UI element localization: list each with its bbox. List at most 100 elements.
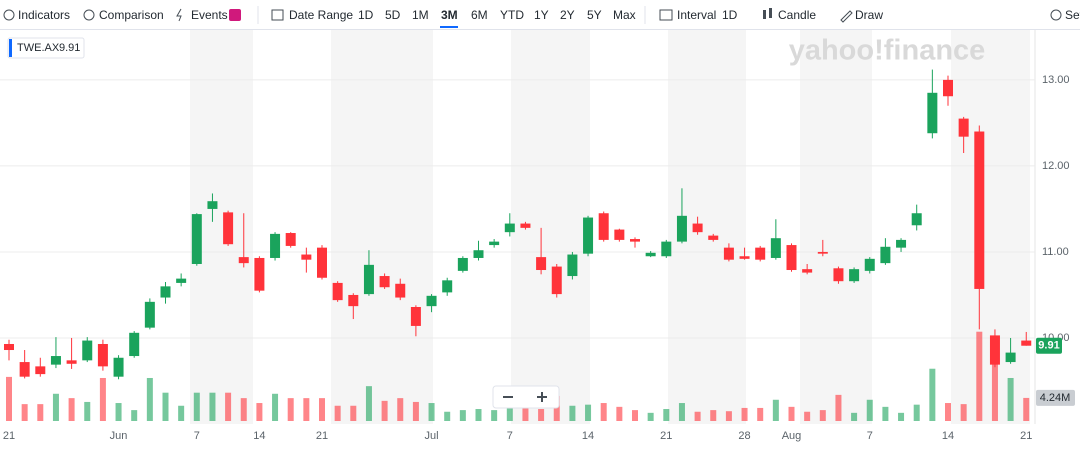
- volume-bar: [21, 404, 28, 421]
- volume-bar: [976, 331, 983, 421]
- volume-bar: [945, 403, 951, 421]
- legend-box: [7, 37, 85, 59]
- volume-bar: [459, 410, 466, 421]
- price-tag-label: 9.91: [1038, 340, 1059, 352]
- candle-body: [583, 217, 594, 254]
- candle-body: [958, 118, 969, 137]
- volume-bar: [397, 398, 404, 421]
- settings[interactable]: Settings: [1065, 8, 1080, 22]
- candle-body: [536, 257, 547, 271]
- candle-body: [473, 250, 484, 258]
- volume-bar: [209, 392, 216, 421]
- candle-body: [317, 247, 327, 278]
- candle-body: [410, 307, 421, 326]
- volume-bar: [835, 394, 842, 421]
- candle-body: [19, 362, 30, 377]
- volume-bar: [115, 403, 122, 421]
- volume-bar: [68, 398, 75, 421]
- tool[interactable]: Events: [191, 8, 228, 22]
- volume-bar: [929, 368, 936, 421]
- candle-body: [849, 269, 860, 282]
- candle-body: [676, 215, 687, 242]
- draw[interactable]: Draw: [855, 8, 884, 22]
- interval-value[interactable]: 1D: [722, 8, 738, 22]
- volume-bar: [632, 410, 638, 421]
- price-tag: [1036, 337, 1062, 354]
- volume-bar: [866, 399, 873, 421]
- range-button[interactable]: 2Y: [560, 8, 575, 22]
- watermark: yahoo!finance: [789, 35, 986, 67]
- icon: [176, 8, 182, 22]
- range-button[interactable]: 1Y: [534, 8, 549, 22]
- volume-bar: [678, 403, 685, 421]
- candle-body: [786, 245, 797, 271]
- range-button[interactable]: 5D: [385, 8, 401, 22]
- candle-body: [645, 252, 656, 257]
- tool[interactable]: Indicators: [18, 8, 71, 22]
- range-button[interactable]: 1D: [358, 8, 374, 22]
- badge: [229, 9, 241, 21]
- x-tick-label: 14: [582, 430, 594, 442]
- week-shading: [190, 30, 1030, 424]
- plot: 10.0011.0012.0013.0021Jun71421Jul7142128…: [0, 69, 1075, 442]
- volume-bar: [319, 398, 325, 421]
- volume-bar: [647, 412, 654, 421]
- volume-bar: [256, 403, 263, 421]
- volume-bar: [788, 406, 795, 421]
- candle-body: [723, 247, 734, 260]
- y-tick-label: 12.00: [1042, 160, 1070, 172]
- range-button[interactable]: Max: [613, 8, 636, 22]
- volume-bar: [553, 395, 560, 421]
- candle-body: [285, 233, 296, 246]
- range-button[interactable]: YTD: [500, 8, 524, 22]
- candle-body: [238, 257, 249, 264]
- tool[interactable]: Comparison: [99, 8, 164, 22]
- candle-body: [160, 286, 171, 298]
- x-tick-label: 7: [507, 430, 513, 442]
- x-tick-label: 7: [867, 430, 873, 442]
- volume-bar: [334, 405, 341, 421]
- volume-bar: [710, 410, 717, 421]
- candle-body: [66, 360, 77, 364]
- volume-bar: [616, 406, 623, 421]
- candle-body: [896, 239, 907, 248]
- icon: [3, 9, 15, 21]
- volume-bar: [193, 392, 200, 421]
- shade: [800, 30, 872, 424]
- date-range[interactable]: Date Range: [289, 8, 354, 22]
- volume-bar: [804, 411, 811, 421]
- x-tick-label: Aug: [782, 430, 802, 442]
- volume-bar: [412, 401, 419, 421]
- candle-body: [4, 343, 14, 351]
- candle-body: [144, 301, 155, 328]
- range-button[interactable]: 1M: [412, 8, 429, 22]
- volume-bar: [475, 409, 482, 421]
- chart-style[interactable]: Candle: [778, 8, 817, 22]
- y-tick-label: 13.00: [1042, 74, 1070, 86]
- candle-body: [943, 79, 953, 97]
- volume-bar: [350, 405, 357, 421]
- icon: [271, 9, 284, 21]
- candle-body: [207, 201, 218, 209]
- volume-bar: [491, 410, 498, 421]
- range-button[interactable]: 3M: [441, 8, 458, 22]
- interval[interactable]: Interval: [677, 8, 717, 22]
- volume-bar: [960, 404, 967, 421]
- candle-body: [802, 269, 813, 273]
- zoom-controls[interactable]: [492, 385, 560, 409]
- volume-bar: [225, 392, 232, 421]
- x-tick-label: 14: [253, 430, 265, 442]
- volume-bar: [99, 377, 106, 421]
- shade: [331, 30, 433, 424]
- candle-body: [113, 357, 124, 377]
- x-tick-label: Jun: [110, 430, 128, 442]
- x-tick-label: 21: [316, 430, 328, 442]
- icon: [659, 9, 673, 21]
- x-tick-label: 21: [660, 430, 672, 442]
- toolbar: Indicators Comparison Events Date Range …: [0, 0, 1080, 30]
- range-button[interactable]: 5Y: [587, 8, 602, 22]
- candle-body: [395, 283, 406, 298]
- volume-bar: [694, 411, 701, 421]
- range-button[interactable]: 6M: [471, 8, 488, 22]
